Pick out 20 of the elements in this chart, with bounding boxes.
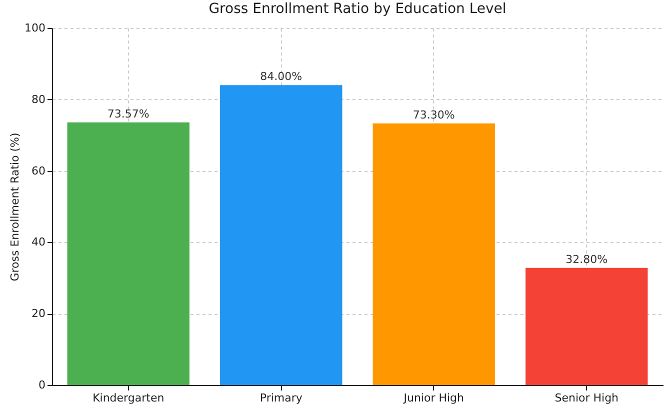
y-tick-label: 0 xyxy=(38,378,46,392)
y-tick-label: 100 xyxy=(24,22,46,34)
bar xyxy=(372,123,495,385)
y-tick-label: 40 xyxy=(32,236,46,249)
y-axis-title: Gross Enrollment Ratio (%) xyxy=(8,132,22,282)
x-tick-label: Senior High xyxy=(554,392,619,404)
data-label: 84.00% xyxy=(260,70,302,84)
chart-title: Gross Enrollment Ratio by Education Level xyxy=(208,1,506,17)
y-tick-label: 20 xyxy=(32,307,46,320)
data-label: 73.57% xyxy=(107,107,150,120)
x-tick-label: Kindergarten xyxy=(92,392,164,404)
bar xyxy=(526,268,648,385)
x-tick-label: Junior High xyxy=(402,392,464,404)
data-label: 73.30% xyxy=(412,108,455,122)
data-label: 32.80% xyxy=(566,252,608,266)
x-tick-label: Primary xyxy=(260,392,303,404)
y-tick-label: 60 xyxy=(32,164,46,178)
bar xyxy=(220,85,342,385)
bar xyxy=(67,122,190,385)
y-tick-label: 80 xyxy=(32,92,46,106)
